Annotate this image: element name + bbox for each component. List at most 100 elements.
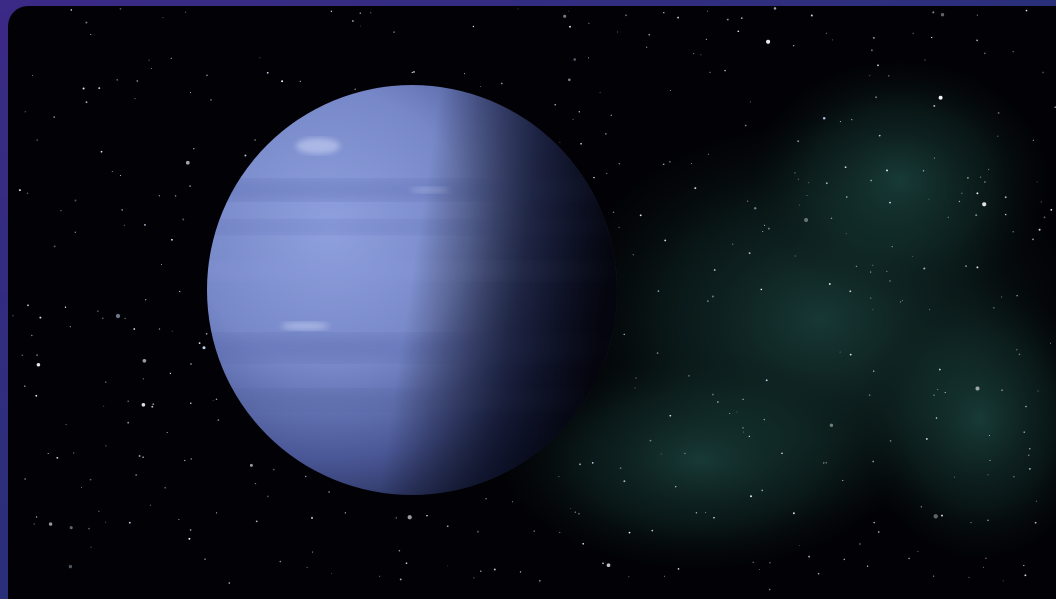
star [398, 549, 401, 552]
star [1040, 201, 1042, 203]
star [569, 507, 571, 509]
star [1027, 454, 1030, 457]
star [559, 531, 561, 533]
star [135, 474, 138, 476]
star [928, 198, 930, 200]
star [713, 516, 715, 519]
star [605, 133, 607, 135]
star [829, 423, 834, 427]
star [941, 514, 943, 517]
star [606, 563, 611, 568]
star [922, 170, 925, 172]
star [193, 148, 195, 150]
star [740, 17, 743, 19]
star [669, 90, 671, 91]
star [579, 463, 581, 466]
star [889, 440, 892, 442]
star [171, 238, 173, 241]
nebula-cloud [750, 60, 1050, 300]
star [133, 328, 136, 330]
star [870, 271, 872, 273]
star [189, 185, 191, 187]
star [872, 309, 874, 311]
star [1001, 389, 1003, 391]
star [161, 264, 163, 266]
star [216, 512, 218, 514]
star [1038, 228, 1041, 231]
star [393, 31, 395, 33]
star [599, 91, 601, 93]
star [749, 101, 751, 103]
star [98, 87, 101, 90]
star [141, 402, 146, 407]
star [493, 568, 496, 571]
star [88, 527, 90, 530]
star [925, 437, 928, 440]
star [677, 568, 680, 570]
star [1025, 9, 1028, 12]
star [65, 423, 67, 426]
star [26, 192, 29, 194]
star [639, 214, 642, 217]
star [558, 476, 560, 478]
star [711, 393, 714, 396]
star [1024, 574, 1027, 577]
star [691, 163, 693, 164]
star [997, 111, 1000, 114]
star [664, 239, 667, 242]
star [254, 482, 257, 485]
star [872, 460, 875, 463]
star [825, 461, 828, 464]
nebula-cloud [860, 280, 1056, 560]
star [920, 506, 923, 508]
star [761, 489, 764, 492]
star [618, 163, 620, 165]
star [1050, 209, 1053, 211]
star [210, 98, 212, 101]
star [859, 543, 861, 545]
star [573, 58, 576, 61]
star [649, 439, 652, 442]
star [352, 20, 354, 22]
star [145, 299, 147, 301]
star [987, 168, 990, 171]
star [677, 16, 680, 19]
star [610, 114, 612, 116]
star [684, 452, 686, 455]
star [660, 453, 662, 455]
star [886, 169, 888, 172]
star [877, 64, 879, 67]
star [646, 46, 648, 48]
star [855, 265, 858, 268]
star [36, 354, 38, 356]
star [111, 171, 113, 173]
star [889, 280, 891, 282]
star [411, 71, 413, 74]
star [947, 216, 949, 218]
star [215, 398, 218, 401]
star [877, 531, 880, 533]
star [105, 445, 107, 447]
star [158, 195, 161, 197]
star [623, 480, 626, 483]
star [808, 182, 810, 184]
star [480, 86, 481, 88]
star [85, 21, 88, 24]
star [944, 392, 946, 394]
star [142, 378, 145, 380]
star [136, 80, 139, 82]
star [744, 124, 747, 127]
star [825, 32, 827, 34]
star [765, 379, 768, 382]
star [306, 567, 308, 568]
star [266, 71, 269, 74]
star [958, 200, 961, 203]
star [162, 17, 164, 19]
star [123, 224, 126, 226]
star [124, 317, 126, 319]
star [446, 525, 449, 528]
star [359, 12, 362, 14]
star [961, 192, 963, 194]
star [119, 7, 122, 10]
star [831, 39, 834, 41]
